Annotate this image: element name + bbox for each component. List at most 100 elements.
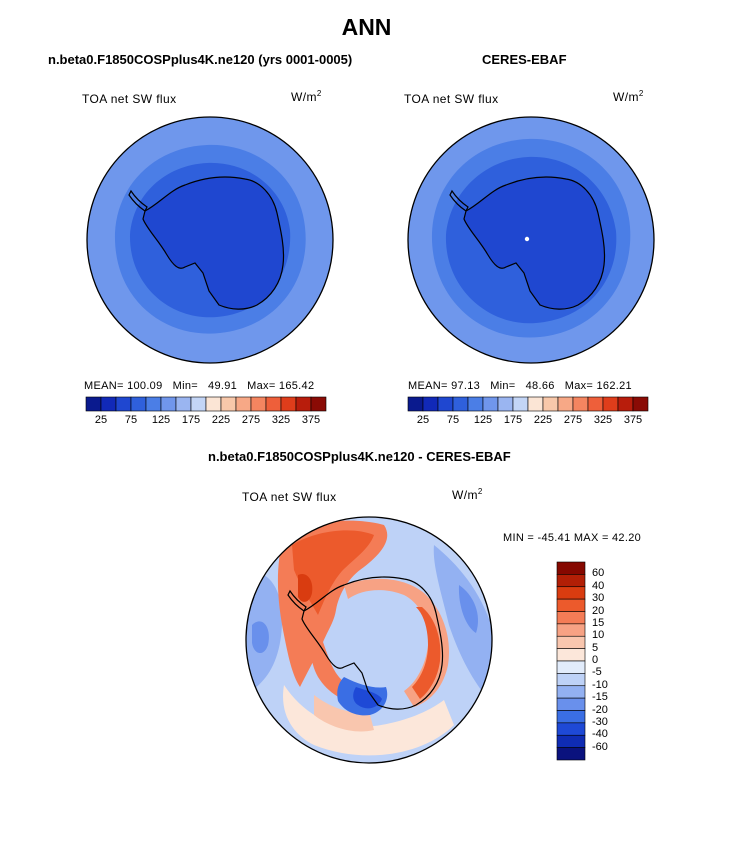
panel2-colorbar-ticks: 25 75 125 175 225 275 325 375 xyxy=(408,414,648,428)
diff-colorbar-bin xyxy=(556,561,586,575)
diff-colorbar-bin xyxy=(556,598,586,612)
panel2-antarctica xyxy=(463,176,606,310)
panel2-colorbar-bin xyxy=(437,396,454,412)
panel2-colorbar-bin xyxy=(617,396,634,412)
panel1-colorbar-bin xyxy=(250,396,267,412)
panel2-colorbar-bin xyxy=(482,396,499,412)
panel1-title: n.beta0.F1850COSPplus4K.ne120 (yrs 0001-… xyxy=(48,52,353,67)
panel2-colorbar-tick: 25 xyxy=(416,414,430,426)
diff-minmax: MIN = -45.41 MAX = 42.20 xyxy=(503,532,642,544)
panel2-colorbar-bin xyxy=(407,396,424,412)
panel2-colorbar-tick: 375 xyxy=(623,414,643,426)
panel1-colorbar-bin xyxy=(85,396,102,412)
diff-colorbar-bin xyxy=(556,648,586,662)
panel2-colorbar-bin xyxy=(452,396,469,412)
panel2-colorbar-bin xyxy=(467,396,484,412)
diff-colorbar-level: 20 xyxy=(592,604,605,617)
diff-patch-east2 xyxy=(458,585,479,633)
diff-colorbar-level: 0 xyxy=(592,654,599,666)
panel1-colorbar xyxy=(85,396,327,412)
diff-ring-east-hot xyxy=(412,607,441,699)
diff-colorbar-level: -40 xyxy=(592,728,608,741)
panel1-colorbar-bin xyxy=(280,396,297,412)
diff-colorbar-bin xyxy=(556,697,586,711)
diff-map-border xyxy=(245,516,493,764)
diff-patch-east xyxy=(433,545,492,705)
diff-colorbar-level: -15 xyxy=(592,691,608,704)
diff-red-hot xyxy=(298,573,313,602)
panel2-colorbar-tick: 225 xyxy=(533,414,553,426)
panel1-peninsula xyxy=(128,189,148,212)
diff-colorbar-levels: 60 40 30 20 15 10 5 0 -5 -10 -15 -20 -30 -40 -60 xyxy=(590,562,630,762)
panel1-colorbar-bin xyxy=(100,396,117,412)
diff-colorbar-level: -20 xyxy=(592,703,608,716)
diff-colorbar-bin xyxy=(556,611,586,625)
panel2-peninsula xyxy=(449,189,469,212)
panel1-stats: MEAN= 100.09 Min= 49.91 Max= 165.42 xyxy=(84,380,315,392)
diff-colorbar-bin xyxy=(556,734,586,748)
panel2-colorbar-tick: 175 xyxy=(503,414,523,426)
diff-colorbar-level: -60 xyxy=(592,740,608,753)
diff-ring-west xyxy=(310,625,368,705)
diff-units: W/m2 xyxy=(452,487,483,502)
panel2-map xyxy=(407,116,655,364)
panel1-colorbar-bin xyxy=(265,396,282,412)
panel2-colorbar-bin xyxy=(497,396,514,412)
diff-patch-west2 xyxy=(252,621,269,654)
panel1-colorbar-ticks: 25 75 125 175 225 275 325 375 xyxy=(86,414,326,428)
diff-colorbar-bin xyxy=(556,574,586,588)
diff-red-core xyxy=(292,530,374,615)
panel2-colorbar-bin xyxy=(422,396,439,412)
diff-colorbar-bin xyxy=(556,586,586,600)
panel1-colorbar-tick: 275 xyxy=(241,414,261,426)
diff-colorbar-level: 5 xyxy=(592,641,599,654)
panel2-colorbar-tick: 75 xyxy=(446,414,460,426)
main-title: ANN xyxy=(341,14,392,40)
panel1-field-label: TOA net SW flux xyxy=(82,92,177,106)
panel1-colorbar-bin xyxy=(115,396,132,412)
panel1-colorbar-tick: 175 xyxy=(181,414,201,426)
panel2-units: W/m2 xyxy=(613,89,644,104)
panel1-colorbar-tick: 375 xyxy=(301,414,321,426)
panel1-colorbar-bin xyxy=(205,396,222,412)
panel1-colorbar-tick: 125 xyxy=(151,414,171,426)
diff-patch-south xyxy=(283,685,454,756)
panel2-title: CERES-EBAF xyxy=(482,52,567,67)
diff-colorbar-level: -10 xyxy=(592,678,608,691)
diff-colorbar-level: 30 xyxy=(592,592,605,605)
diff-peninsula xyxy=(287,589,307,612)
panel2-colorbar xyxy=(407,396,649,412)
panel2-colorbar-tick: 275 xyxy=(563,414,583,426)
panel2-colorbar-bin xyxy=(527,396,544,412)
panel1-colorbar-bin xyxy=(235,396,252,412)
panel1-colorbar-bin xyxy=(220,396,237,412)
diff-colorbar-level: 10 xyxy=(592,629,605,642)
panel1-colorbar-bin xyxy=(145,396,162,412)
panel1-map-border xyxy=(86,116,334,364)
panel1-antarctica xyxy=(142,176,285,310)
panel2-map-border xyxy=(407,116,655,364)
panel2-colorbar-bin xyxy=(602,396,619,412)
diff-patch-south2 xyxy=(314,695,374,732)
diff-colorbar-level: -5 xyxy=(592,666,602,679)
diff-antarctica xyxy=(301,576,444,710)
diff-colorbar-level: 40 xyxy=(592,579,605,592)
diff-title: n.beta0.F1850COSPplus4K.ne120 - CERES-EB… xyxy=(208,449,511,464)
diff-colorbar-level: 15 xyxy=(592,616,605,629)
diff-colorbar-bin xyxy=(556,660,586,674)
diff-colorbar-level: 60 xyxy=(592,567,605,580)
panel2-colorbar-bin xyxy=(572,396,589,412)
panel2-pole-dot xyxy=(524,236,530,242)
panel1-map xyxy=(86,116,334,364)
panel1-colorbar-bin xyxy=(175,396,192,412)
diff-colorbar xyxy=(556,561,586,761)
panel1-colorbar-bin xyxy=(310,396,327,412)
panel1-colorbar-tick: 325 xyxy=(271,414,291,426)
panel2-stats: MEAN= 97.13 Min= 48.66 Max= 162.21 xyxy=(408,380,632,392)
panel2-colorbar-bin xyxy=(557,396,574,412)
panel2-colorbar-bin xyxy=(542,396,559,412)
panel2-colorbar-tick: 325 xyxy=(593,414,613,426)
diff-colorbar-level: -30 xyxy=(592,715,608,728)
panel1-colorbar-bin xyxy=(190,396,207,412)
diff-colorbar-bin xyxy=(556,673,586,687)
